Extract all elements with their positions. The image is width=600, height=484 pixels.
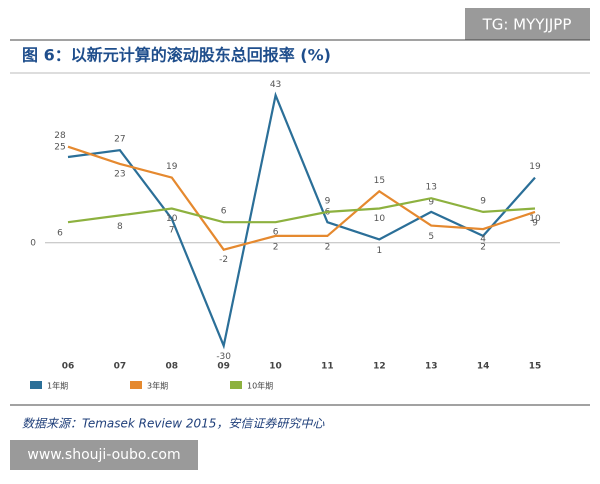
x-tick-label: 11 — [321, 362, 334, 372]
data-label: 2 — [480, 242, 486, 252]
chart-title: 图 6：以新元计算的滚动股东总回报率 (%) — [22, 46, 331, 65]
series-line — [67, 91, 536, 350]
data-label: 13 — [425, 183, 436, 193]
x-tick-label: 08 — [166, 362, 179, 372]
watermark: TG: MYYJJPP — [482, 16, 572, 34]
data-label: 9 — [428, 197, 434, 207]
data-label: 6 — [273, 228, 279, 238]
x-tick-label: 07 — [114, 362, 127, 372]
data-label: 6 — [221, 207, 227, 217]
legend-label: 10年期 — [247, 381, 273, 391]
x-tick-label: 06 — [62, 362, 75, 372]
data-label: 6 — [57, 229, 63, 239]
data-label: 10 — [529, 214, 541, 224]
data-label: 25 — [54, 143, 65, 153]
source: 数据来源：Temasek Review 2015，安信证券研究中心 — [22, 417, 325, 431]
data-label: 10 — [374, 214, 386, 224]
data-label: 1 — [376, 246, 382, 256]
x-tick-label: 09 — [217, 362, 230, 372]
data-label: 5 — [428, 232, 434, 242]
legend-swatch — [30, 381, 42, 389]
watermark-box — [465, 8, 590, 40]
data-label: 43 — [270, 80, 281, 90]
legend-label: 1年期 — [47, 381, 68, 391]
data-label: 10 — [166, 214, 178, 224]
watermark-box — [10, 440, 198, 470]
data-label: 2 — [273, 242, 279, 252]
legend-swatch — [130, 381, 142, 389]
x-tick-label: 14 — [477, 362, 490, 372]
watermark: www.shouji-oubo.com — [27, 447, 180, 463]
x-tick-label: 10 — [269, 362, 282, 372]
data-label: -2 — [219, 255, 228, 265]
legend-label: 3年期 — [147, 381, 168, 391]
data-label: 2 — [325, 242, 331, 252]
data-label: 15 — [374, 176, 385, 186]
data-label: 28 — [54, 131, 66, 141]
data-label: 7 — [169, 225, 175, 235]
x-tick-label: 13 — [425, 362, 438, 372]
data-label: -30 — [216, 352, 231, 362]
data-label: 9 — [480, 196, 486, 206]
x-tick-label: 15 — [529, 362, 542, 372]
legend-swatch — [230, 381, 242, 389]
data-label: 27 — [114, 135, 125, 145]
data-label: 19 — [529, 162, 541, 172]
data-label: 8 — [117, 222, 123, 232]
data-label: 23 — [114, 169, 125, 179]
data-label: 9 — [325, 196, 331, 206]
x-tick-label: 12 — [373, 362, 386, 372]
data-label: 4 — [480, 235, 486, 245]
series-line — [67, 145, 536, 251]
data-label: 9 — [532, 218, 538, 228]
data-label: 19 — [166, 162, 178, 172]
y-tick-label: 0 — [30, 238, 36, 248]
series-line — [67, 197, 536, 224]
